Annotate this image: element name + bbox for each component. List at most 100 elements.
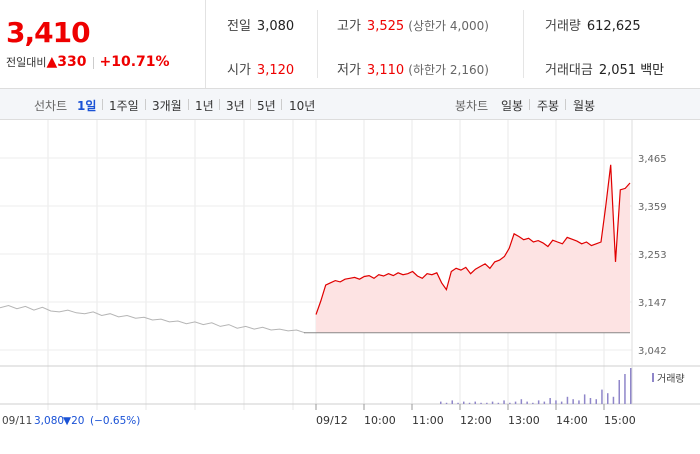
stat-low: 저가 3,110 (하한가 2,160) [337, 63, 489, 78]
tab-daily-candle[interactable]: 일봉 [501, 99, 524, 113]
x-tick-label: 15:00 [604, 414, 636, 427]
tab-1d[interactable]: 1일 [77, 99, 97, 113]
volume-bar [463, 401, 465, 404]
divider [92, 56, 94, 69]
y-tick-label: 3,147 [638, 298, 667, 309]
volume-bar [480, 402, 482, 404]
volume-bar [612, 396, 615, 404]
volume-bar [474, 401, 476, 404]
stat-open: 시가 3,120 [227, 63, 295, 78]
prev-session-close: 3,080 [34, 415, 65, 427]
volume-bar [457, 402, 459, 404]
volume-bar [618, 380, 620, 404]
volume-bar [503, 400, 505, 404]
tab-3m[interactable]: 3개월 [152, 99, 182, 113]
x-axis-ticks: 09/12 10:00 11:00 12:00 13:00 14:00 15:00 [315, 404, 636, 427]
tab-3y[interactable]: 3년 [226, 99, 245, 113]
quote-summary: 3,410 전일대비▲330 +10.71% 전일 3,080 시가 3,120 고가… [0, 0, 700, 89]
divider [281, 99, 282, 110]
volume-legend: 거래량 [652, 373, 685, 385]
volume-bar [572, 399, 574, 404]
divider [565, 99, 566, 110]
y-tick-label: 3,359 [638, 202, 667, 213]
divider [523, 10, 524, 78]
x-tick-label: 10:00 [364, 414, 396, 427]
tab-10y[interactable]: 10년 [289, 99, 316, 113]
tab-5y[interactable]: 5년 [257, 99, 276, 113]
today-price-line [315, 164, 631, 315]
volume-legend-swatch [652, 373, 654, 382]
volume-bar [595, 399, 597, 404]
volume-bar [514, 401, 517, 404]
divider [188, 99, 189, 110]
tab-weekly-candle[interactable]: 주봉 [537, 99, 560, 113]
volume-bar [601, 389, 603, 404]
volume-bar [566, 396, 569, 404]
volume-bar [468, 402, 471, 404]
volume-bar [624, 374, 626, 404]
volume-bar [555, 400, 557, 404]
volume-bar [549, 398, 551, 404]
volume-bar [560, 401, 563, 404]
prev-session-pct: (−0.65%) [90, 415, 141, 427]
volume-bar [509, 402, 511, 404]
y-tick-label: 3,253 [638, 250, 667, 261]
y-tick-label: 3,042 [638, 346, 667, 357]
volume-bar [537, 400, 540, 404]
volume-bar [486, 402, 488, 404]
up-arrow-icon: ▲ [46, 54, 58, 70]
line-chart-label: 선차트 [34, 99, 68, 113]
divider [219, 99, 220, 110]
volume-bar [526, 401, 528, 404]
volume-bar [440, 401, 442, 404]
x-tick-label: 12:00 [460, 414, 492, 427]
volume-bar [578, 400, 580, 404]
x-tick-label: 09/12 [316, 414, 348, 427]
candle-chart-label: 봉차트 [455, 99, 489, 113]
volume-bars [440, 368, 632, 404]
volume-bar [607, 393, 609, 404]
today-area-fill [316, 164, 630, 333]
stats-grid: 전일 3,080 시가 3,120 고가 3,525 (상한가 4,000) 저가 3,… [205, 0, 700, 88]
stat-high: 고가 3,525 (상한가 4,000) [337, 19, 489, 34]
volume-bar [445, 402, 448, 404]
divider [145, 99, 146, 110]
volume-bar [497, 402, 500, 404]
x-tick-label: 14:00 [556, 414, 588, 427]
volume-bar [543, 401, 546, 404]
volume-bar [583, 394, 586, 404]
change-percent: +10.71% [99, 54, 170, 70]
change-label: 전일대비 [6, 56, 47, 69]
divider [250, 99, 251, 110]
divider [102, 99, 103, 110]
tab-monthly-candle[interactable]: 월봉 [573, 99, 596, 113]
prev-session-info: 09/11 3,080 ▼20 (−0.65%) [0, 413, 700, 433]
y-tick-label: 3,465 [638, 154, 667, 165]
volume-bar [630, 368, 632, 404]
x-tick-label: 11:00 [412, 414, 444, 427]
prev-session-date: 09/11 [2, 415, 33, 427]
tab-1w[interactable]: 1주일 [109, 99, 139, 113]
volume-legend-label: 거래량 [657, 373, 685, 385]
stat-prev-close: 전일 3,080 [227, 19, 295, 34]
price-series [0, 164, 631, 334]
stat-volume: 거래량 612,625 [545, 19, 641, 34]
chart-svg: 3,465 3,359 3,253 3,147 3,042 09/12 10:00 11:0… [0, 120, 700, 427]
volume-bar [589, 398, 592, 404]
prev-session-change: ▼20 [63, 415, 85, 427]
current-price: 3,410 [6, 16, 91, 49]
x-tick-label: 13:00 [508, 414, 540, 427]
period-tabs: 선차트 1일 1주일 3개월 1년 3년 5년 10년 봉차트 일봉 주봉 월봉 [0, 89, 700, 120]
tab-1y[interactable]: 1년 [195, 99, 214, 113]
volume-bar [520, 399, 523, 404]
divider [317, 10, 318, 78]
prev-session-line [0, 304, 306, 334]
volume-bar [491, 401, 494, 404]
stat-amount: 거래대금 2,051 백만 [545, 63, 665, 78]
y-axis-ticks: 3,465 3,359 3,253 3,147 3,042 [638, 154, 667, 357]
volume-bar [451, 400, 453, 404]
change-value: 330 [57, 54, 87, 70]
volume-bar [532, 402, 534, 404]
intraday-chart: 3,465 3,359 3,253 3,147 3,042 09/12 10:00 11:0… [0, 120, 700, 450]
